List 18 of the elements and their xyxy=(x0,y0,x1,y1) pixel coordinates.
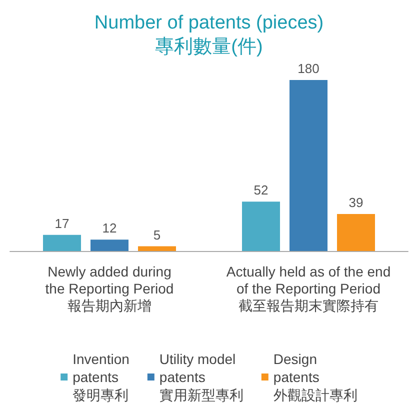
data-label: 17 xyxy=(54,216,70,231)
chart-title: Number of patents (pieces) 專利數量(件) xyxy=(94,12,324,58)
legend-label: Design patents 外觀設計專利 xyxy=(273,351,358,403)
x-tick-label: Actually held as of the end of the Reporting Period 截至報告期末實際持有 xyxy=(226,264,391,314)
bar xyxy=(43,234,81,251)
data-label: 5 xyxy=(153,227,161,242)
bar xyxy=(290,80,328,251)
bar xyxy=(242,202,280,251)
legend-label: Utility model patents 實用新型專利 xyxy=(159,351,244,403)
bar xyxy=(337,214,375,251)
legend-label: Invention patents 發明專利 xyxy=(72,351,130,403)
data-label: 52 xyxy=(254,182,268,198)
data-label: 12 xyxy=(102,220,117,236)
data-label: 39 xyxy=(348,194,364,210)
bar xyxy=(90,240,128,251)
bar xyxy=(138,246,176,251)
x-tick-label: Newly added during the Reporting Period 報告期內新增 xyxy=(45,264,174,314)
data-label: 180 xyxy=(298,61,320,76)
